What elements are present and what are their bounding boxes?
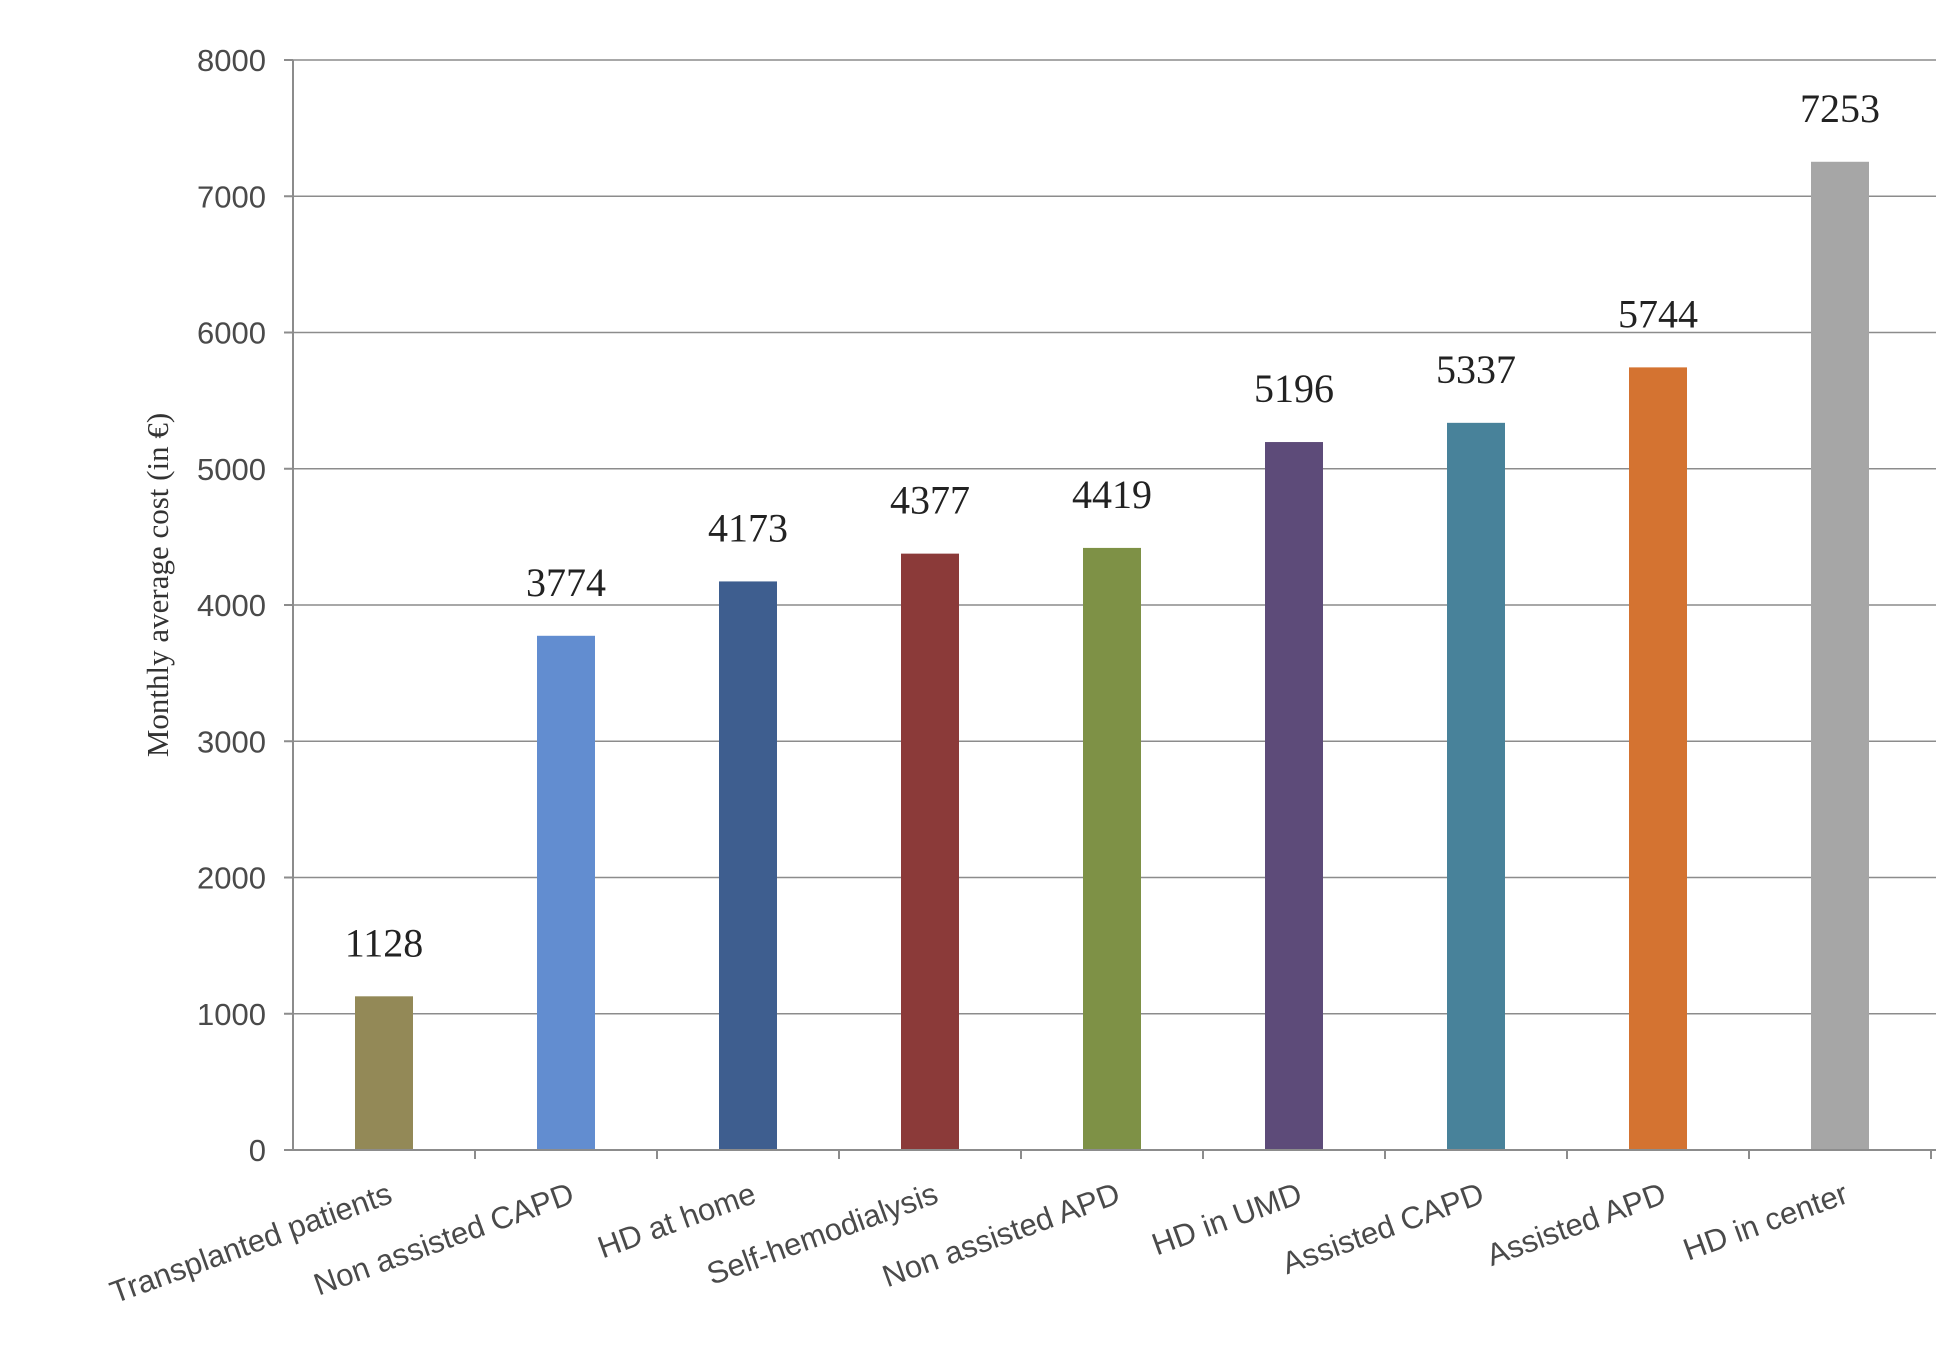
- x-category-label: Assisted APD: [1482, 1176, 1670, 1273]
- data-label: 1128: [345, 920, 424, 965]
- bar: [1811, 161, 1869, 1150]
- bar: [719, 581, 777, 1150]
- y-tick-label: 7000: [197, 179, 266, 214]
- x-category-label: Assisted CAPD: [1277, 1176, 1488, 1281]
- data-label: 5337: [1436, 347, 1516, 392]
- y-tick-label: 8000: [197, 43, 266, 78]
- y-tick-label: 0: [249, 1133, 266, 1168]
- y-tick-label: 3000: [197, 724, 266, 759]
- bar: [537, 635, 595, 1150]
- bar: [1265, 442, 1323, 1150]
- y-tick-label: 1000: [197, 997, 266, 1032]
- y-axis-title: Monthly average cost (in €): [140, 413, 175, 757]
- bar: [901, 553, 959, 1150]
- y-tick-label: 5000: [197, 452, 266, 487]
- x-category-label: HD in center: [1679, 1176, 1853, 1268]
- bar: [355, 996, 413, 1150]
- data-labels: 1128 3774 4173 4377 4419 5196 5337 5744 7253: [345, 86, 1880, 966]
- y-tick-label: 6000: [197, 316, 266, 351]
- data-label: 3774: [526, 560, 606, 605]
- y-tick-label: 4000: [197, 588, 266, 623]
- bars: [355, 161, 1869, 1150]
- bar: [1629, 367, 1687, 1150]
- data-label: 5744: [1618, 291, 1698, 336]
- y-axis-ticks: 0 1000 2000 3000 4000 5000 6000 7000 8000: [197, 43, 293, 1168]
- data-label: 4173: [708, 505, 788, 550]
- data-label: 4419: [1072, 472, 1152, 517]
- data-label: 7253: [1800, 86, 1880, 131]
- bar: [1083, 547, 1141, 1150]
- data-label: 4377: [890, 478, 970, 523]
- data-label: 5196: [1254, 366, 1334, 411]
- y-tick-label: 2000: [197, 861, 266, 896]
- bar: [1447, 422, 1505, 1150]
